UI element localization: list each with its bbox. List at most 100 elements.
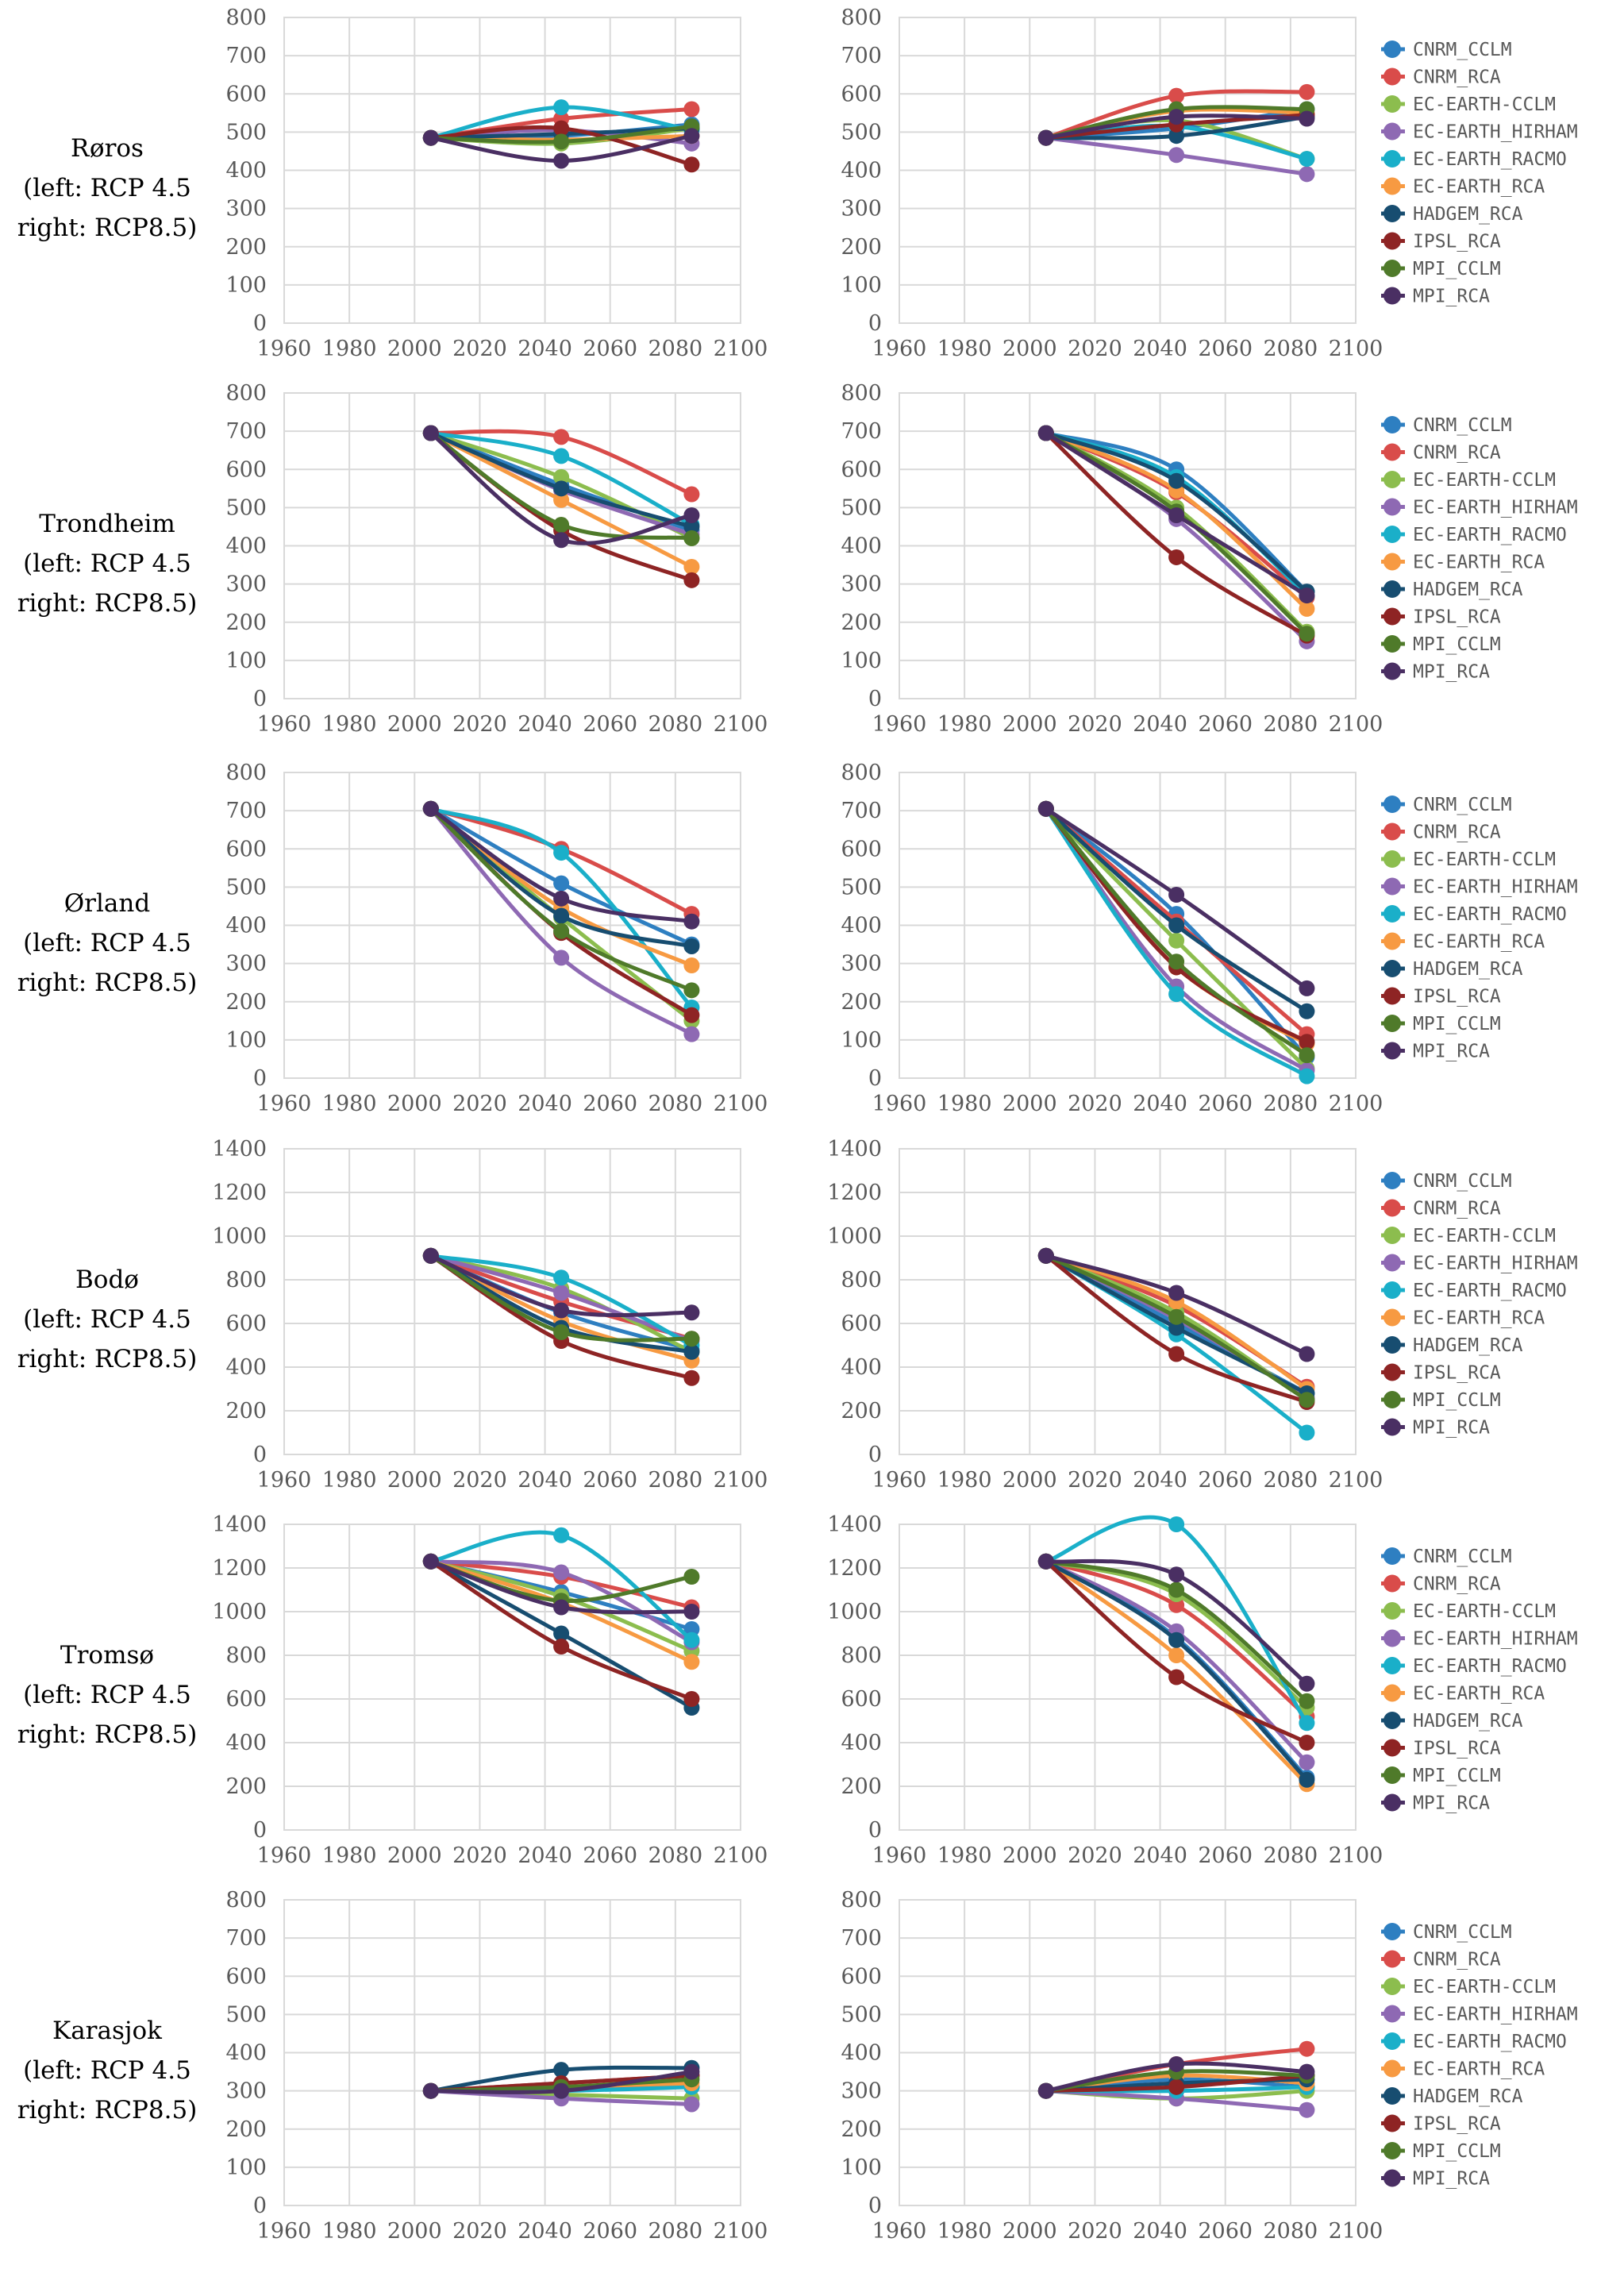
- data-point-mpi_cclm: [1299, 626, 1315, 642]
- data-point-ec-earth_rca: [683, 558, 700, 575]
- site-label: Karasjok (left: RCP 4.5 right: RCP8.5): [0, 2011, 214, 2130]
- legend-marker: [1383, 580, 1401, 598]
- y-tick-label: 500: [225, 495, 267, 520]
- data-point-ipsl_rca: [683, 572, 700, 588]
- y-tick-label: 400: [841, 1355, 882, 1380]
- legend-label: CNRM_RCA: [1413, 443, 1501, 464]
- y-tick-label: 0: [868, 1443, 882, 1467]
- x-tick-label: 2000: [1002, 712, 1057, 737]
- legend-label: CNRM_CCLM: [1413, 1547, 1512, 1567]
- y-tick-label: 200: [225, 2117, 267, 2142]
- y-tick-label: 600: [225, 1312, 267, 1336]
- y-tick-label: 200: [225, 611, 267, 635]
- data-point-ipsl_rca: [1168, 1669, 1185, 1685]
- data-point-ec-earth_hirham: [553, 1564, 570, 1581]
- y-tick-label: 1200: [827, 1181, 882, 1205]
- x-tick-label: 2020: [452, 712, 507, 737]
- data-point-ec-earth_rca: [1168, 1647, 1185, 1663]
- data-point-ipsl_rca: [1168, 2078, 1185, 2095]
- x-tick-label: 2040: [1133, 1092, 1187, 1116]
- data-point-mpi_rca: [422, 1553, 439, 1570]
- y-tick-label: 400: [841, 534, 882, 559]
- chart-trondheim-rcp45: 1960 1980 2000 2020 2040 2060 2080 2100 0 100 200 3…: [225, 381, 768, 737]
- y-tick-label: 600: [841, 1687, 882, 1712]
- legend-label: MPI_CCLM: [1413, 1766, 1501, 1786]
- y-tick-label: 400: [225, 1731, 267, 1755]
- y-tick-label: 800: [225, 1268, 267, 1292]
- data-point-mpi_cclm: [683, 1569, 700, 1585]
- y-tick-label: 0: [868, 687, 882, 711]
- legend-label: CNRM_RCA: [1413, 1199, 1501, 1219]
- legend-label: MPI_CCLM: [1413, 1390, 1501, 1411]
- data-point-mpi_rca: [1037, 425, 1054, 441]
- y-tick-label: 100: [841, 649, 882, 673]
- chart-troms-rcp85: 1960 1980 2000 2020 2040 2060 2080 2100 0 200 400 6…: [827, 1512, 1383, 1868]
- x-tick-label: 2100: [1329, 337, 1383, 361]
- data-point-mpi_cclm: [1168, 1581, 1185, 1598]
- y-tick-label: 800: [841, 6, 882, 30]
- y-tick-label: 1000: [212, 1224, 267, 1249]
- legend-marker: [1383, 850, 1401, 868]
- data-point-ipsl_rca: [1168, 1346, 1185, 1362]
- series-line-ec-earth_racmo: [1044, 1254, 1309, 1435]
- x-tick-label: 2020: [1068, 1843, 1122, 1868]
- x-tick-label: 1960: [257, 1468, 312, 1493]
- legend-label: EC-EARTH-CCLM: [1413, 94, 1556, 115]
- chart-rland-rcp45: 1960 1980 2000 2020 2040 2060 2080 2100 0 100 200 3…: [225, 761, 768, 1116]
- y-tick-label: 1200: [827, 1556, 882, 1581]
- x-tick-label: 2040: [1133, 2219, 1187, 2244]
- legend-label: EC-EARTH-CCLM: [1413, 1977, 1556, 1997]
- y-tick-label: 500: [225, 120, 267, 144]
- data-point-mpi_rca: [683, 507, 700, 523]
- x-tick-label: 1960: [257, 337, 312, 361]
- x-tick-label: 2040: [518, 1468, 572, 1493]
- x-tick-label: 2000: [1002, 1092, 1057, 1116]
- legend-label: EC-EARTH_RCA: [1413, 1308, 1545, 1329]
- data-point-ec-earth_racmo: [683, 1631, 700, 1648]
- legend-marker: [1383, 1363, 1401, 1381]
- data-point-mpi_cclm: [553, 133, 570, 150]
- data-point-hadgem_rca: [1168, 1319, 1185, 1336]
- data-point-ec-earth_hirham: [553, 1285, 570, 1301]
- legend-label: EC-EARTH_RCA: [1413, 1684, 1545, 1705]
- x-tick-label: 2100: [1329, 1843, 1383, 1868]
- data-point-ec-earth_racmo: [553, 1269, 570, 1286]
- data-point-mpi_cclm: [683, 982, 700, 999]
- data-point-mpi_rca: [422, 800, 439, 817]
- legend-marker: [1383, 662, 1401, 680]
- legend-marker: [1383, 205, 1401, 222]
- y-tick-label: 200: [841, 235, 882, 260]
- x-tick-label: 2060: [583, 1092, 637, 1116]
- y-tick-label: 1400: [212, 1137, 267, 1161]
- legend-label: EC-EARTH_RACMO: [1413, 904, 1567, 925]
- y-tick-label: 400: [841, 1731, 882, 1755]
- legend-marker: [1383, 1042, 1401, 1060]
- legend-label: CNRM_CCLM: [1413, 415, 1512, 436]
- legend-label: EC-EARTH_RACMO: [1413, 525, 1567, 545]
- legend-label: CNRM_CCLM: [1413, 795, 1512, 815]
- site-label-line3: right: RCP8.5): [17, 1345, 198, 1373]
- y-tick-label: 300: [225, 197, 267, 222]
- legend-marker: [1383, 122, 1401, 141]
- y-tick-label: 400: [225, 159, 267, 183]
- y-tick-label: 400: [225, 534, 267, 559]
- x-tick-label: 1980: [322, 337, 377, 361]
- data-point-cnrm_rca: [1299, 2040, 1315, 2057]
- site-label-line3: right: RCP8.5): [17, 589, 198, 618]
- y-tick-label: 300: [225, 572, 267, 597]
- x-tick-label: 2060: [583, 2219, 637, 2244]
- site-label-line3: right: RCP8.5): [17, 2096, 198, 2125]
- data-point-hadgem_rca: [1299, 1771, 1315, 1788]
- y-tick-label: 300: [225, 952, 267, 977]
- legend-marker: [1383, 2087, 1401, 2105]
- x-tick-label: 1960: [257, 1092, 312, 1116]
- data-point-cnrm_rca: [1299, 83, 1315, 100]
- legend-marker: [1383, 2005, 1401, 2023]
- data-point-cnrm_rca: [683, 486, 700, 503]
- legend-marker: [1383, 40, 1401, 58]
- y-tick-label: 100: [841, 273, 882, 298]
- legend-label: IPSL_RCA: [1413, 607, 1501, 628]
- y-tick-label: 1200: [212, 1181, 267, 1205]
- x-tick-label: 1960: [257, 2219, 312, 2244]
- legend-marker: [1383, 2169, 1401, 2187]
